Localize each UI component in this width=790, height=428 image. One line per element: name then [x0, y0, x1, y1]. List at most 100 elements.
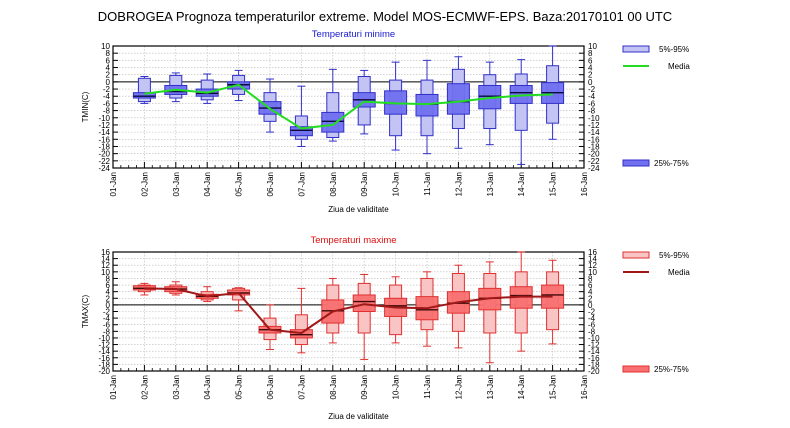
box-09-Jan	[352, 273, 376, 360]
y-tick-label-right: -18	[588, 142, 600, 151]
x-tick-label: 16-Jan	[580, 375, 589, 399]
box-25-75	[289, 126, 313, 137]
y-tick-label-right: 14	[588, 255, 597, 264]
legend-label-5-95: 5%-95%	[659, 251, 689, 260]
x-tick-label: 05-Jan	[235, 375, 244, 399]
x-tick-label: 09-Jan	[360, 375, 369, 399]
y-tick-label-right: 0	[588, 301, 593, 310]
x-tick-label: 14-Jan	[517, 172, 526, 196]
legend-label-5-95: 5%-95%	[659, 45, 689, 54]
box-03-Jan	[164, 72, 188, 103]
box-13-Jan	[478, 61, 502, 146]
chart-title: Temperaturi minime	[312, 29, 395, 40]
x-tick-label: 10-Jan	[392, 172, 401, 196]
x-tick-label: 01-Jan	[109, 375, 118, 399]
y-tick-label-right: 10	[588, 42, 597, 51]
y-tick-label-left: 2	[106, 294, 111, 303]
y-tick-label-left: 6	[106, 281, 111, 290]
y-tick-label-right: 10	[588, 268, 597, 277]
y-tick-label-right: -20	[588, 150, 600, 159]
y-tick-label-left: -4	[103, 92, 111, 101]
x-tick-label: 02-Jan	[140, 172, 149, 196]
legend: 5%-95% Media 25%-75%	[622, 45, 690, 168]
box-25-75	[446, 83, 470, 115]
y-tick-label-left: 10	[101, 42, 110, 51]
y-tick-label-right: 8	[588, 274, 593, 283]
y-tick-label-left: -10	[98, 114, 110, 123]
x-tick-label: 04-Jan	[203, 172, 212, 196]
y-tick-label-left: -20	[98, 367, 110, 376]
legend-label-25-75: 25%-75%	[654, 159, 689, 168]
x-axis-label: Ziua de validitate	[328, 205, 389, 214]
y-tick-label-right: -8	[588, 107, 596, 116]
y-tick-label-left: -14	[98, 347, 110, 356]
mean-line	[144, 83, 553, 130]
y-tick-label-left: 16	[101, 248, 110, 257]
x-tick-label: 01-Jan	[109, 172, 118, 196]
x-tick-label: 12-Jan	[454, 375, 463, 399]
y-tick-label-left: 2	[106, 71, 111, 80]
box-12-Jan	[446, 264, 470, 349]
y-tick-label-right: -10	[588, 114, 600, 123]
x-tick-label: 11-Jan	[423, 375, 432, 399]
y-tick-label-right: -8	[588, 327, 596, 336]
y-tick-label-right: 2	[588, 71, 593, 80]
y-axis-label: TMIN(C)	[81, 91, 90, 122]
box-25-75	[415, 93, 439, 117]
y-tick-label-left: -6	[103, 99, 111, 108]
y-tick-label-left: 10	[101, 268, 110, 277]
mean-line	[144, 287, 553, 334]
chart-title: Temperaturi maxime	[310, 235, 396, 246]
y-tick-label-right: 6	[588, 56, 593, 65]
y-tick-label-right: 2	[588, 294, 593, 303]
box-15-Jan	[541, 45, 565, 140]
box-11-Jan	[415, 271, 439, 347]
y-tick-label-left: 0	[106, 78, 111, 87]
legend-label-media: Media	[668, 268, 690, 277]
box-13-Jan	[478, 261, 502, 364]
y-tick-label-left: -6	[103, 321, 111, 330]
box-06-Jan	[258, 78, 282, 133]
x-tick-label: 12-Jan	[454, 172, 463, 196]
y-tick-label-left: 12	[101, 261, 110, 270]
y-tick-label-left: 4	[106, 64, 111, 73]
x-tick-label: 14-Jan	[517, 375, 526, 399]
y-tick-label-left: -10	[98, 334, 110, 343]
x-tick-label: 03-Jan	[172, 375, 181, 399]
legend-swatch-25-75	[622, 365, 650, 373]
y-tick-label-right: 0	[588, 78, 593, 87]
y-tick-label-right: -14	[588, 128, 600, 137]
x-tick-label: 03-Jan	[172, 172, 181, 196]
x-tick-label: 04-Jan	[203, 375, 212, 399]
y-tick-label-left: 8	[106, 49, 111, 58]
y-tick-label-right: 6	[588, 281, 593, 290]
y-tick-label-left: 14	[101, 255, 110, 264]
box-05-Jan	[227, 287, 251, 312]
y-tick-label-right: 12	[588, 261, 597, 270]
y-axis-label: TMAX(C)	[81, 295, 90, 329]
y-tick-label-right: -16	[588, 354, 600, 363]
y-tick-label-right: -20	[588, 367, 600, 376]
box-06-Jan	[258, 304, 282, 351]
box-10-Jan	[384, 61, 408, 151]
y-tick-label-left: -14	[98, 128, 110, 137]
y-tick-label-left: -2	[103, 85, 111, 94]
x-tick-label: 13-Jan	[486, 172, 495, 196]
y-tick-label-right: -2	[588, 308, 596, 317]
y-tick-label-right: -10	[588, 334, 600, 343]
x-tick-label: 09-Jan	[360, 172, 369, 196]
legend: 5%-95% Media 25%-75%	[622, 251, 690, 374]
legend-swatch-5-95	[622, 251, 650, 259]
y-tick-label-left: -4	[103, 314, 111, 323]
x-axis-label: Ziua de validitate	[328, 412, 389, 421]
x-tick-label: 10-Jan	[392, 375, 401, 399]
y-tick-label-left: -16	[98, 354, 110, 363]
y-tick-label-left: 6	[106, 56, 111, 65]
y-tick-label-right: -4	[588, 92, 596, 101]
y-tick-label-right: -6	[588, 99, 596, 108]
box-25-75	[132, 92, 156, 99]
legend-swatch-5-95	[622, 45, 650, 53]
x-tick-label: 13-Jan	[486, 375, 495, 399]
y-tick-label-left: -2	[103, 308, 111, 317]
